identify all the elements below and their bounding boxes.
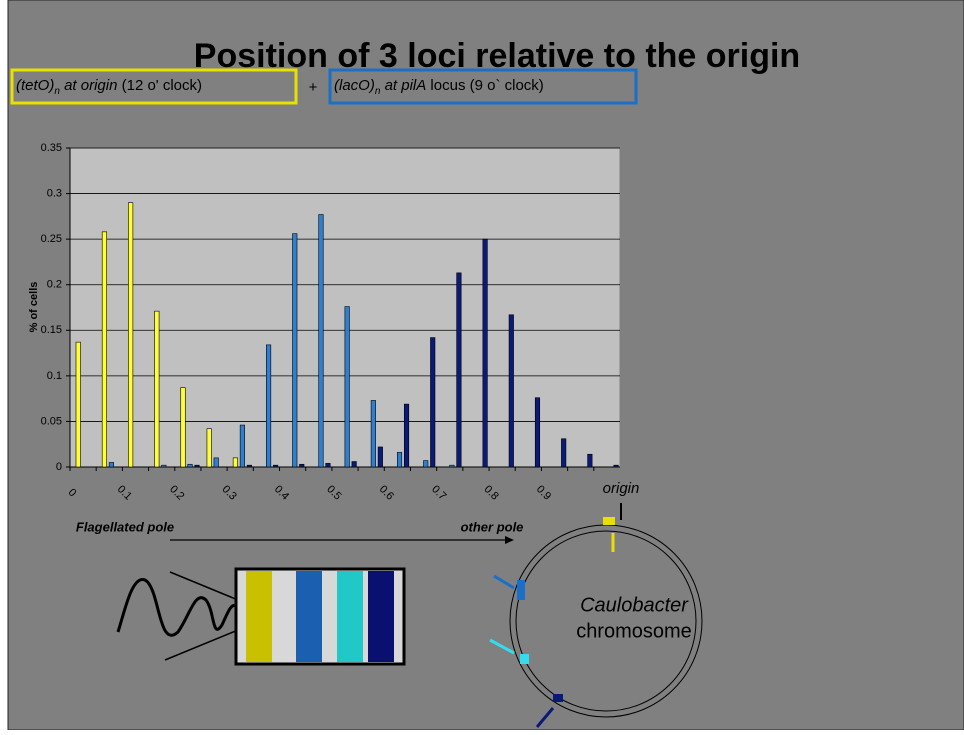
bar [450,465,455,467]
origin-label: origin [603,480,640,497]
bar [162,465,167,467]
bar [266,345,271,467]
bar [300,464,305,467]
bar [430,338,435,467]
y-tick-label: 0.1 [47,370,62,382]
label-plain: locus (9 o` clock) [426,77,544,94]
bar [233,458,238,467]
bar [181,388,186,467]
label-italic: (lacO) [334,77,375,94]
chromosome-label: Caulobacter [580,594,689,616]
y-tick-label: 0.15 [41,324,62,336]
bar [561,439,566,467]
bar [483,239,488,467]
y-axis-label: % of cells [28,282,40,333]
label-italic: at pilA [380,77,426,94]
bar [397,452,402,467]
bar [319,215,324,467]
locus-marker [553,694,563,702]
axis-start-label: Flagellated pole [76,519,174,534]
y-tick-label: 0.2 [47,279,62,291]
label-italic: at origin [60,77,118,94]
bar [273,465,278,467]
y-tick-label: 0.3 [47,187,62,199]
bar [535,398,540,467]
label-box-text: (lacO)n at pilA locus (9 o` clock) [334,77,544,97]
bar [128,203,133,467]
bar [76,342,81,467]
bar [188,464,193,467]
bar [378,447,383,467]
bar [214,458,219,467]
locus-marker [520,654,529,664]
bar [588,454,593,467]
bar [109,462,114,467]
plus-sign: + [309,79,318,96]
bar [247,465,252,467]
bar [102,232,107,467]
locus-marker [517,580,525,600]
y-tick-label: 0 [56,461,62,473]
bar [207,429,212,467]
bar [457,273,462,467]
bar [371,400,376,467]
y-tick-label: 0.35 [41,142,62,154]
label-italic: (tetO) [16,77,54,94]
chromosome-label: chromosome [576,620,692,642]
bar [509,315,514,467]
slide: Position of 3 loci relative to the origi… [0,0,964,730]
locus-marker [603,517,615,525]
locus-band [296,571,322,662]
bar [240,425,245,467]
bar [614,465,619,467]
locus-band [337,571,363,662]
bar [423,461,428,467]
locus-band [368,571,394,662]
bar [195,465,200,467]
bar [345,307,350,467]
axis-end-label: other pole [461,519,524,534]
y-tick-label: 0.05 [41,415,62,427]
bar [155,311,160,467]
bar [293,234,298,467]
bar [352,462,357,467]
bar [404,404,409,467]
bar [326,463,331,467]
label-box-text: (tetO)n at origin (12 o' clock) [16,77,202,97]
y-tick-label: 0.25 [41,233,62,245]
label-plain: (12 o' clock) [117,77,202,94]
locus-band [246,571,272,662]
